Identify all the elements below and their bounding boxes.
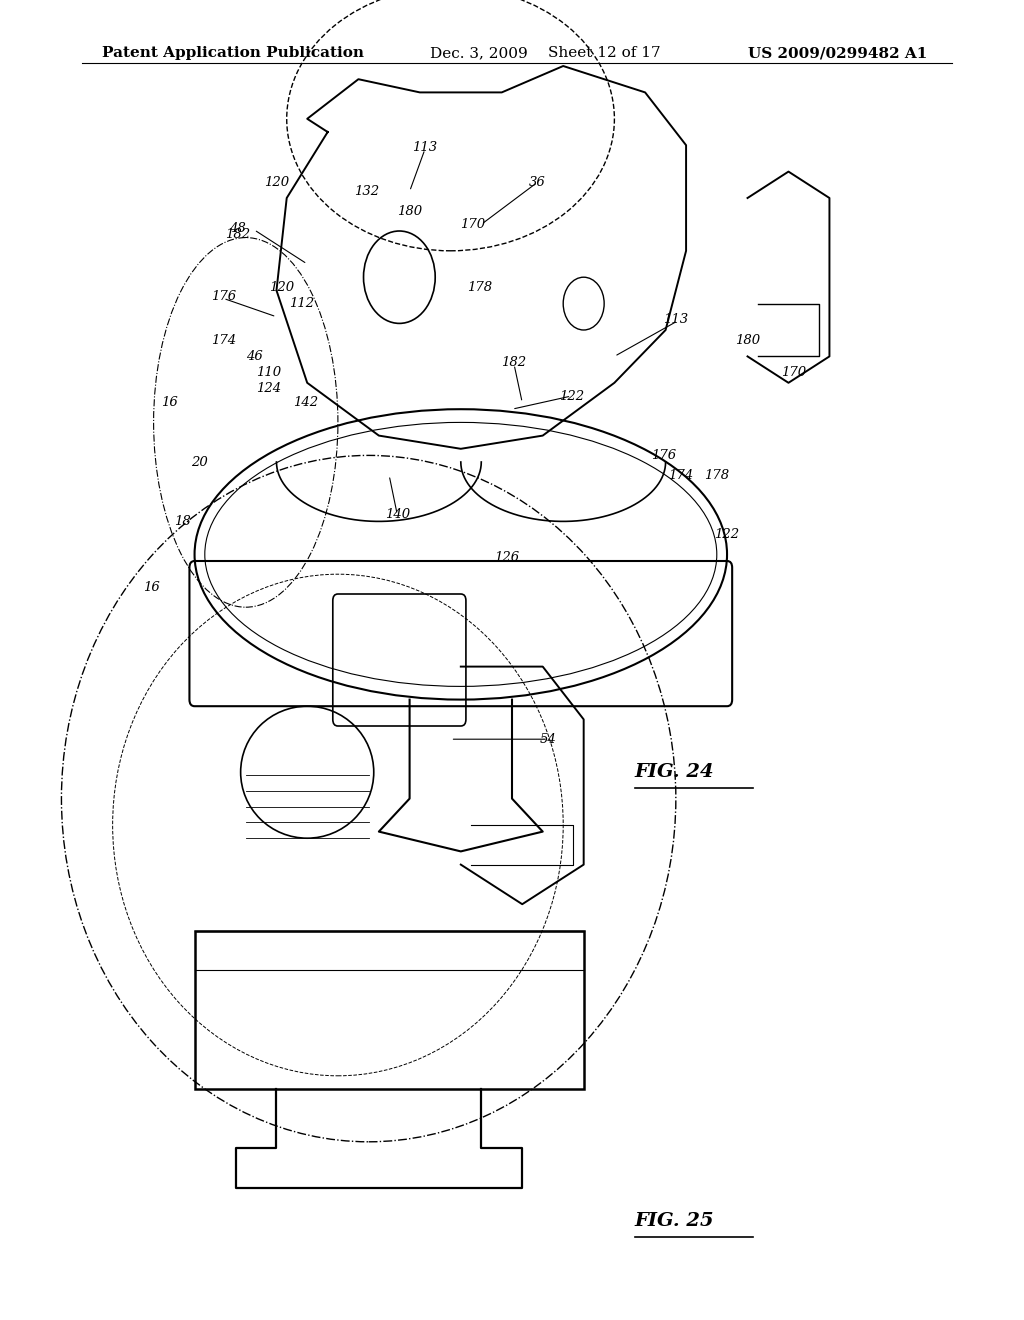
Text: 120: 120 [269, 281, 294, 294]
Text: Patent Application Publication: Patent Application Publication [102, 46, 365, 61]
Text: FIG. 25: FIG. 25 [635, 1212, 715, 1230]
Text: 170: 170 [781, 366, 806, 379]
Text: FIG. 24: FIG. 24 [635, 763, 715, 781]
Text: 176: 176 [651, 449, 676, 462]
Text: 46: 46 [246, 350, 262, 363]
Text: 180: 180 [735, 334, 760, 347]
Text: 112: 112 [290, 297, 314, 310]
Text: 16: 16 [143, 581, 160, 594]
Text: 140: 140 [385, 508, 410, 521]
Text: 170: 170 [461, 218, 485, 231]
Text: US 2009/0299482 A1: US 2009/0299482 A1 [748, 46, 927, 61]
Text: 174: 174 [669, 469, 693, 482]
Text: 113: 113 [413, 141, 437, 154]
Text: 132: 132 [354, 185, 379, 198]
Text: 54: 54 [540, 733, 556, 746]
Text: 122: 122 [559, 389, 584, 403]
Text: 182: 182 [225, 228, 250, 242]
Text: 178: 178 [467, 281, 492, 294]
Text: 18: 18 [174, 515, 190, 528]
Text: 36: 36 [529, 176, 546, 189]
Text: 176: 176 [211, 290, 236, 304]
Text: 126: 126 [495, 550, 519, 564]
Text: 110: 110 [256, 366, 281, 379]
Text: 182: 182 [502, 356, 526, 370]
Text: 180: 180 [397, 205, 422, 218]
Text: 16: 16 [161, 396, 177, 409]
Text: 48: 48 [229, 222, 246, 235]
Text: 113: 113 [664, 313, 688, 326]
Text: 120: 120 [264, 176, 289, 189]
Text: Sheet 12 of 17: Sheet 12 of 17 [548, 46, 660, 61]
Text: 124: 124 [256, 381, 281, 395]
Text: Dec. 3, 2009: Dec. 3, 2009 [430, 46, 527, 61]
Text: 178: 178 [705, 469, 729, 482]
Text: 122: 122 [715, 528, 739, 541]
Text: 174: 174 [211, 334, 236, 347]
Text: 142: 142 [293, 396, 317, 409]
Text: 20: 20 [191, 455, 208, 469]
